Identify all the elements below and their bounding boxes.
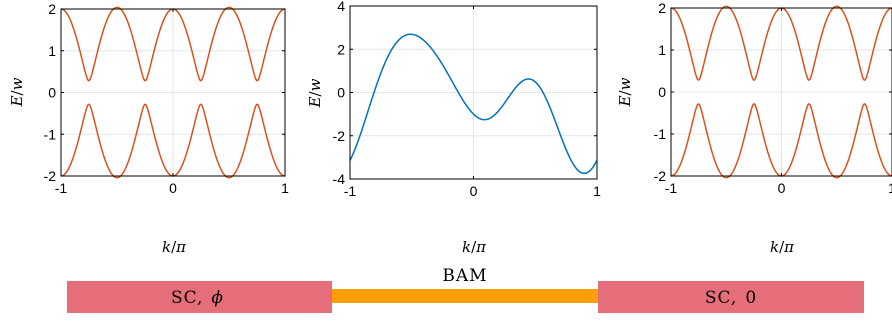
y-tick-label: -1 xyxy=(44,126,57,142)
y-tick-label: 0 xyxy=(48,85,56,101)
x-tick-label: -1 xyxy=(344,183,357,199)
series-line-0 xyxy=(349,33,598,175)
left-sc-lead xyxy=(67,281,332,313)
left-sc-label: SC, ϕ xyxy=(171,288,223,308)
y-tick-label: -2 xyxy=(333,128,346,144)
x-tick-label: 1 xyxy=(888,180,892,196)
dispersion-curve xyxy=(349,33,598,175)
grid-lines xyxy=(349,5,598,180)
y-tick-label: 2 xyxy=(337,41,345,57)
x-tick-label: 1 xyxy=(593,183,601,199)
y-axis-label: E/w xyxy=(8,77,26,107)
x-axis-label: k/π xyxy=(462,238,487,256)
bam-link xyxy=(332,289,598,303)
grid-lines xyxy=(60,8,286,177)
x-tick-label: 0 xyxy=(778,180,786,196)
y-tick-label: -4 xyxy=(333,171,346,187)
x-tick-label: 1 xyxy=(281,180,289,196)
x-tick-label: -1 xyxy=(55,180,68,196)
y-tick-label: 1 xyxy=(658,42,666,58)
y-axis-label: E/w xyxy=(616,77,634,107)
x-tick-label: 0 xyxy=(470,183,478,199)
middle-dispersion-plot: -1 0 1 4 2 0 -2 -4 k/π E/w xyxy=(306,0,601,256)
y-tick-label: 1 xyxy=(48,43,56,59)
right-sc-label: SC, 0 xyxy=(705,288,757,308)
x-tick-label: -1 xyxy=(665,180,678,196)
y-tick-label: -2 xyxy=(44,168,57,184)
y-tick-label: 2 xyxy=(658,0,666,16)
x-axis-label: k/π xyxy=(162,238,187,256)
junction-diagram: SC, ϕ BAM SC, 0 xyxy=(67,266,864,313)
y-tick-label: 0 xyxy=(337,85,345,101)
right-sc-lead xyxy=(598,281,864,313)
x-tick-label: 0 xyxy=(169,180,177,196)
y-tick-label: -1 xyxy=(654,126,667,142)
y-axis-label: E/w xyxy=(306,78,324,108)
axis-ticks: -1 0 1 4 2 0 -2 -4 xyxy=(333,0,602,199)
bam-label: BAM xyxy=(442,266,487,286)
y-tick-label: 4 xyxy=(337,0,345,14)
y-tick-label: 0 xyxy=(658,84,666,100)
y-tick-label: -2 xyxy=(654,168,667,184)
x-axis-label: k/π xyxy=(770,238,795,256)
grid-lines xyxy=(670,7,892,177)
y-tick-label: 2 xyxy=(48,1,56,17)
